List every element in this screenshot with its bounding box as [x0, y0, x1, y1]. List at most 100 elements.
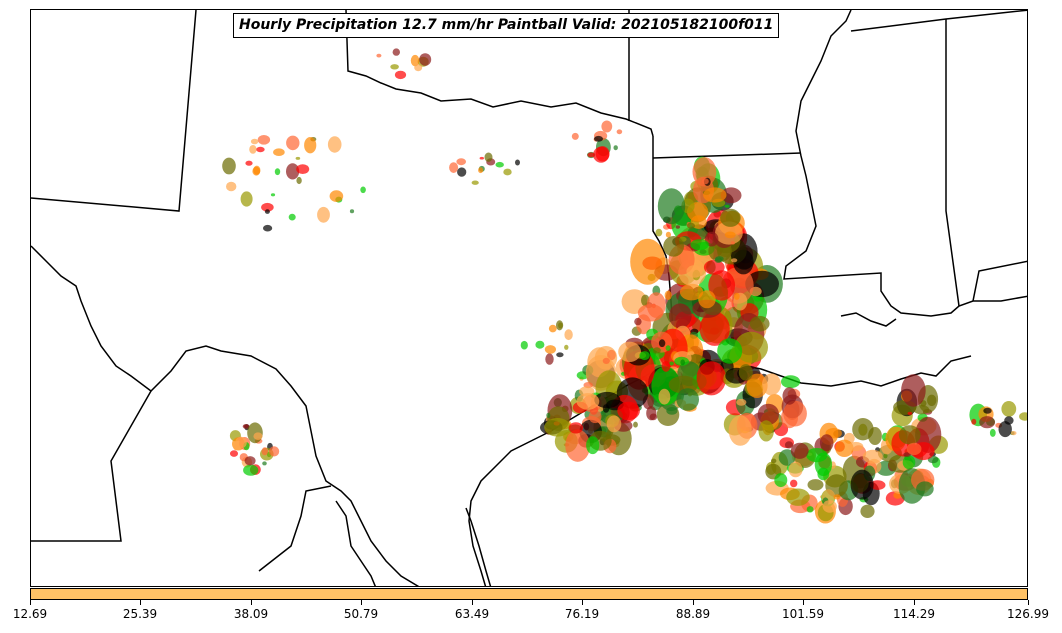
colorbar-tick-label: 88.89	[675, 607, 711, 621]
precip-blob	[898, 425, 921, 445]
colorbar-tick-label: 63.49	[454, 607, 490, 621]
precip-blob	[222, 157, 236, 175]
precip-blob	[586, 436, 600, 455]
precip-blob	[862, 449, 883, 464]
precip-blob	[535, 340, 545, 349]
mexico-border-1	[31, 390, 152, 542]
precip-blob	[902, 455, 916, 470]
precip-blob	[903, 452, 911, 457]
precip-blob	[906, 442, 922, 456]
colorbar-tick	[140, 600, 141, 605]
precip-blob	[790, 479, 798, 488]
precip-blob	[262, 461, 267, 466]
precip-blob	[414, 64, 423, 72]
precip-blob	[687, 222, 695, 229]
precip-blob	[814, 452, 833, 477]
precip-blob	[544, 345, 557, 354]
precip-blob	[548, 324, 557, 333]
tn-border	[850, 10, 1027, 32]
precip-blob	[749, 315, 770, 332]
precip-blob	[546, 412, 551, 419]
precip-blob	[226, 181, 237, 192]
precip-blob	[286, 163, 300, 180]
precip-blob	[708, 270, 736, 301]
precip-blob	[273, 148, 285, 156]
precip-blob	[587, 152, 595, 158]
precip-blob	[252, 166, 261, 176]
precip-blob	[653, 347, 661, 354]
precip-blob	[235, 436, 247, 449]
precip-blob	[296, 164, 310, 175]
precip-blob	[790, 442, 809, 459]
state-borders	[31, 10, 1027, 586]
precip-blob	[762, 373, 781, 396]
precip-blob	[679, 283, 704, 301]
precip-blob	[257, 135, 271, 145]
precip-blob	[666, 407, 678, 415]
precip-blob	[664, 290, 672, 300]
precip-blob	[520, 340, 528, 350]
precip-blob	[503, 168, 512, 176]
precip-blob	[484, 152, 493, 162]
precip-blob	[819, 434, 834, 452]
precip-blob	[556, 320, 564, 331]
precip-blob	[916, 481, 934, 497]
precip-blob	[394, 70, 407, 80]
mexico-border-2	[258, 485, 332, 572]
colorbar-tick	[361, 600, 362, 605]
precip-blob	[606, 415, 622, 433]
precip-blob	[658, 388, 671, 405]
ar-la-border	[652, 152, 802, 159]
precip-blob	[686, 265, 703, 278]
precip-blob	[651, 366, 680, 406]
precip-blob	[588, 410, 602, 424]
precip-blob	[1019, 412, 1027, 421]
precip-blob	[617, 401, 640, 421]
precip-blob	[848, 441, 864, 452]
precip-blob	[602, 357, 610, 364]
precip-blob	[329, 190, 344, 202]
precip-blob	[676, 388, 699, 411]
precip-blob	[633, 421, 638, 428]
map-panel	[30, 9, 1028, 587]
colorbar-tick-label: 12.69	[12, 607, 48, 621]
precip-blob	[736, 398, 747, 406]
precip-blob	[230, 450, 238, 457]
colorbar-tick-label: 25.39	[122, 607, 158, 621]
precip-blob	[717, 338, 743, 364]
precip-blob	[781, 375, 801, 389]
precip-blob	[317, 206, 330, 223]
precip-blob	[515, 159, 520, 166]
precip-blob	[696, 361, 727, 396]
precip-blob	[564, 344, 569, 350]
precip-blob	[701, 178, 709, 185]
precip-blob	[410, 54, 420, 67]
precip-blob	[595, 146, 610, 162]
colorbar-tick	[472, 600, 473, 605]
red-river-border	[345, 10, 654, 137]
precip-blob	[989, 428, 996, 437]
precip-blob	[715, 256, 724, 262]
precip-blob	[669, 303, 692, 329]
precip-blob	[807, 479, 824, 491]
colorbar-tick	[582, 600, 583, 605]
precip-blob	[327, 136, 342, 153]
precip-blob	[657, 188, 686, 225]
precip-blob	[360, 186, 366, 194]
precip-blob	[724, 231, 736, 239]
colorbar-tick	[693, 600, 694, 605]
precip-blob	[913, 405, 930, 415]
precip-blob	[243, 424, 249, 428]
ms-al-border	[945, 19, 960, 307]
precip-blob	[733, 292, 740, 300]
colorbar-tick	[30, 600, 31, 605]
precip-blob	[296, 176, 302, 185]
precip-blob	[774, 473, 788, 488]
precip-blob	[979, 416, 995, 429]
precip-blob	[390, 64, 399, 70]
precip-blob	[655, 228, 663, 237]
precip-blob	[269, 446, 280, 457]
precip-blob	[731, 258, 738, 263]
precip-blob	[419, 53, 432, 66]
precip-blob	[663, 236, 684, 257]
